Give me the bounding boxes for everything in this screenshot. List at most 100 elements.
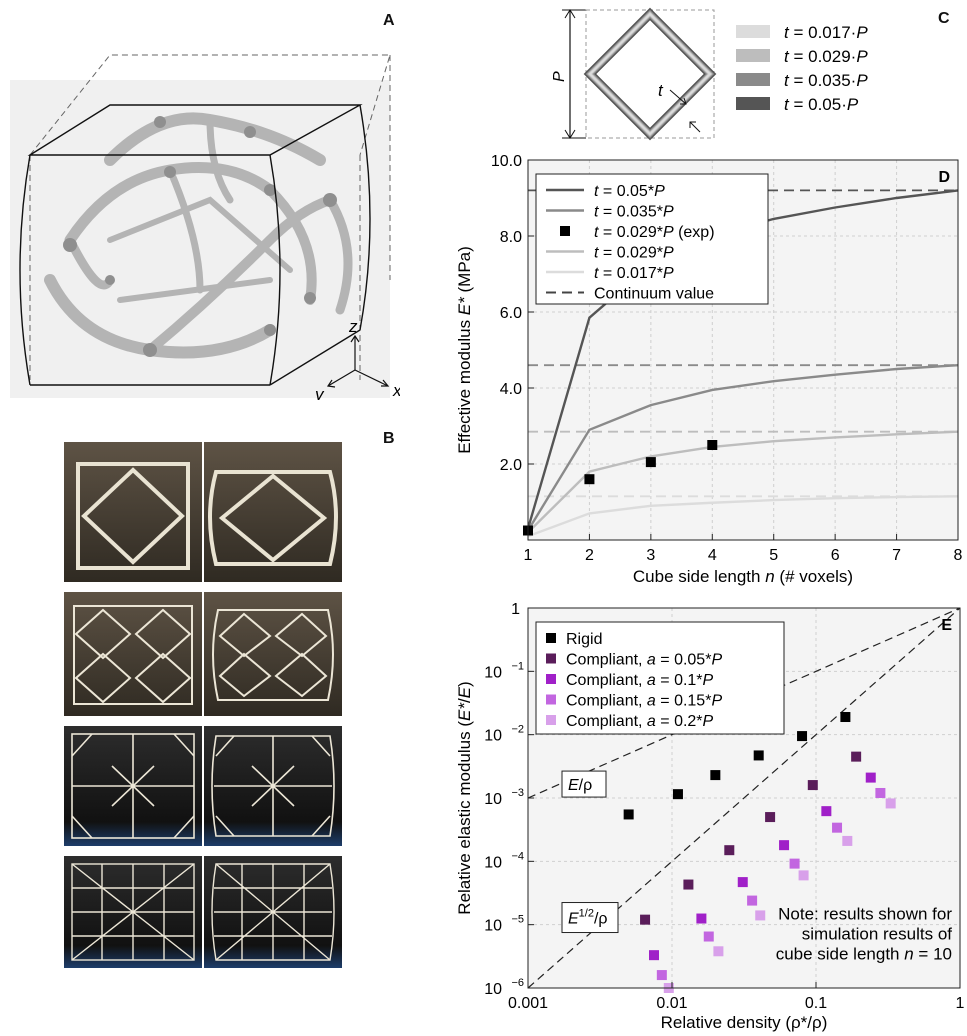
y-tick-exponent: −6 <box>511 977 524 989</box>
data-point-exp <box>707 440 718 450</box>
svg-text:t = 0.05·P: t = 0.05·P <box>784 95 859 114</box>
x-tick-label: 3 <box>646 547 655 564</box>
data-point <box>640 914 651 925</box>
label-e-half-over-rho: E1/2/ρ <box>561 902 619 934</box>
legend-marker <box>546 694 556 705</box>
data-point <box>703 931 714 942</box>
y-tick-exponent: −2 <box>511 724 524 736</box>
photo-n4-deformed <box>204 592 342 716</box>
legend-box <box>535 173 769 305</box>
data-point <box>713 946 724 957</box>
x-tick-label: 5 <box>769 547 778 564</box>
data-point <box>832 822 843 833</box>
legend-label: t = 0.029*P (exp) <box>594 224 715 241</box>
panel-letter-e: E <box>941 617 952 634</box>
panel-letter-a: A <box>383 12 395 29</box>
strut-t-0017 <box>588 12 712 136</box>
thickness-legend-entry: t = 0.035·P <box>736 71 868 90</box>
legend-label: t = 0.05*P <box>594 183 665 200</box>
svg-text:t = 0.035·P: t = 0.035·P <box>784 71 868 90</box>
data-point <box>875 787 886 798</box>
chart-e-relative-modulus: 0.001 0.01 0.1 1 1 10 −1 10 −2 10 −3 10 −4 10 −5 10 −6 Re… <box>455 601 965 1032</box>
legend-marker <box>546 715 556 725</box>
data-point <box>821 806 832 817</box>
data-point-exp <box>645 457 656 468</box>
y-tick-label: 10.0 <box>491 153 522 170</box>
data-point <box>755 910 766 921</box>
data-point <box>779 840 790 851</box>
legend-label: Rigid <box>566 631 602 648</box>
y-tick-exponent: −4 <box>511 850 524 862</box>
legend-marker <box>560 226 570 236</box>
axis-z-label: z <box>348 317 358 336</box>
legend-marker <box>546 633 556 643</box>
lattice-joints <box>63 116 337 357</box>
y-tick-label: 10 <box>484 791 502 808</box>
axes-triad <box>326 334 390 388</box>
series-line <box>526 364 959 532</box>
legend-label: t = 0.029*P <box>594 245 674 262</box>
x-tick-label: 8 <box>954 547 963 564</box>
strut-t-0035 <box>585 9 715 139</box>
y-tick-label: 1 <box>511 601 520 618</box>
y-tick-label: 8.0 <box>500 229 522 246</box>
data-point <box>842 835 853 846</box>
photo-n6-deformed <box>204 726 342 846</box>
photo-n8-undeformed <box>64 856 202 968</box>
data-point <box>747 895 758 906</box>
y-tick-exponent: −1 <box>511 660 524 672</box>
legend-label: Compliant, a = 0.15*P <box>566 693 722 710</box>
x-tick-label: 0.01 <box>656 995 687 1012</box>
photo-row-2 <box>64 592 342 716</box>
data-point <box>623 809 634 820</box>
deformed-cube-outline <box>19 104 371 386</box>
plot-frame <box>527 159 959 541</box>
photo-row-4 <box>64 856 342 968</box>
data-point <box>710 770 721 781</box>
chart-note: Note: results shown for <box>778 905 952 924</box>
data-point <box>765 812 776 823</box>
legend-label: t = 0.035*P <box>594 204 674 221</box>
label-e-over-rho: E/ρ <box>561 770 607 798</box>
y-tick-label: 10 <box>484 854 502 871</box>
period-label: P <box>551 71 568 82</box>
legend-label: Continuum value <box>594 286 714 303</box>
legend-marker <box>546 653 556 664</box>
svg-text:t = 0.029·P: t = 0.029·P <box>784 47 868 66</box>
x-tick-label: 7 <box>892 547 901 564</box>
thickness-legend-entry: t = 0.017·P <box>736 23 868 42</box>
reference-cube-outline <box>29 54 391 380</box>
series-line <box>527 430 959 534</box>
photo-row-3 <box>64 726 342 846</box>
photo-n4-undeformed <box>64 592 202 716</box>
reference-line-label: E/ρ <box>568 777 592 794</box>
x-tick-label: 2 <box>585 547 594 564</box>
x-axis-label: Relative density (ρ*/ρ) <box>661 1013 828 1032</box>
photo-n8-deformed <box>204 856 342 968</box>
x-tick-label: 0.1 <box>805 995 827 1012</box>
legend-swatch <box>736 97 770 110</box>
legend-label: Compliant, a = 0.05*P <box>566 652 722 669</box>
data-point <box>737 877 748 888</box>
y-tick-label: 4.0 <box>500 381 522 398</box>
data-point <box>789 858 800 869</box>
y-tick-label: 2.0 <box>500 457 522 474</box>
x-axis-label: Cube side length n (# voxels) <box>633 567 853 586</box>
thickness-legend: t = 0.017·P t = 0.029·P t = 0.035·P t = … <box>736 23 868 114</box>
data-point <box>840 712 851 723</box>
y-tick-label: 6.0 <box>500 305 522 322</box>
label-box <box>561 770 607 798</box>
data-point <box>649 950 660 961</box>
data-point <box>753 750 764 761</box>
data-point <box>807 780 818 791</box>
reference-line-label: E1/2/ρ <box>568 908 608 928</box>
thickness-legend-entry: t = 0.05·P <box>736 95 859 114</box>
data-point <box>696 913 707 924</box>
label-box <box>561 902 619 934</box>
y-tick-label: 10 <box>484 981 502 998</box>
legend-marker <box>546 674 556 684</box>
x-tick-label: 1 <box>524 547 533 564</box>
y-tick-label: 10 <box>484 728 502 745</box>
thickness-label: t <box>658 81 664 100</box>
legend-swatch <box>736 25 770 38</box>
